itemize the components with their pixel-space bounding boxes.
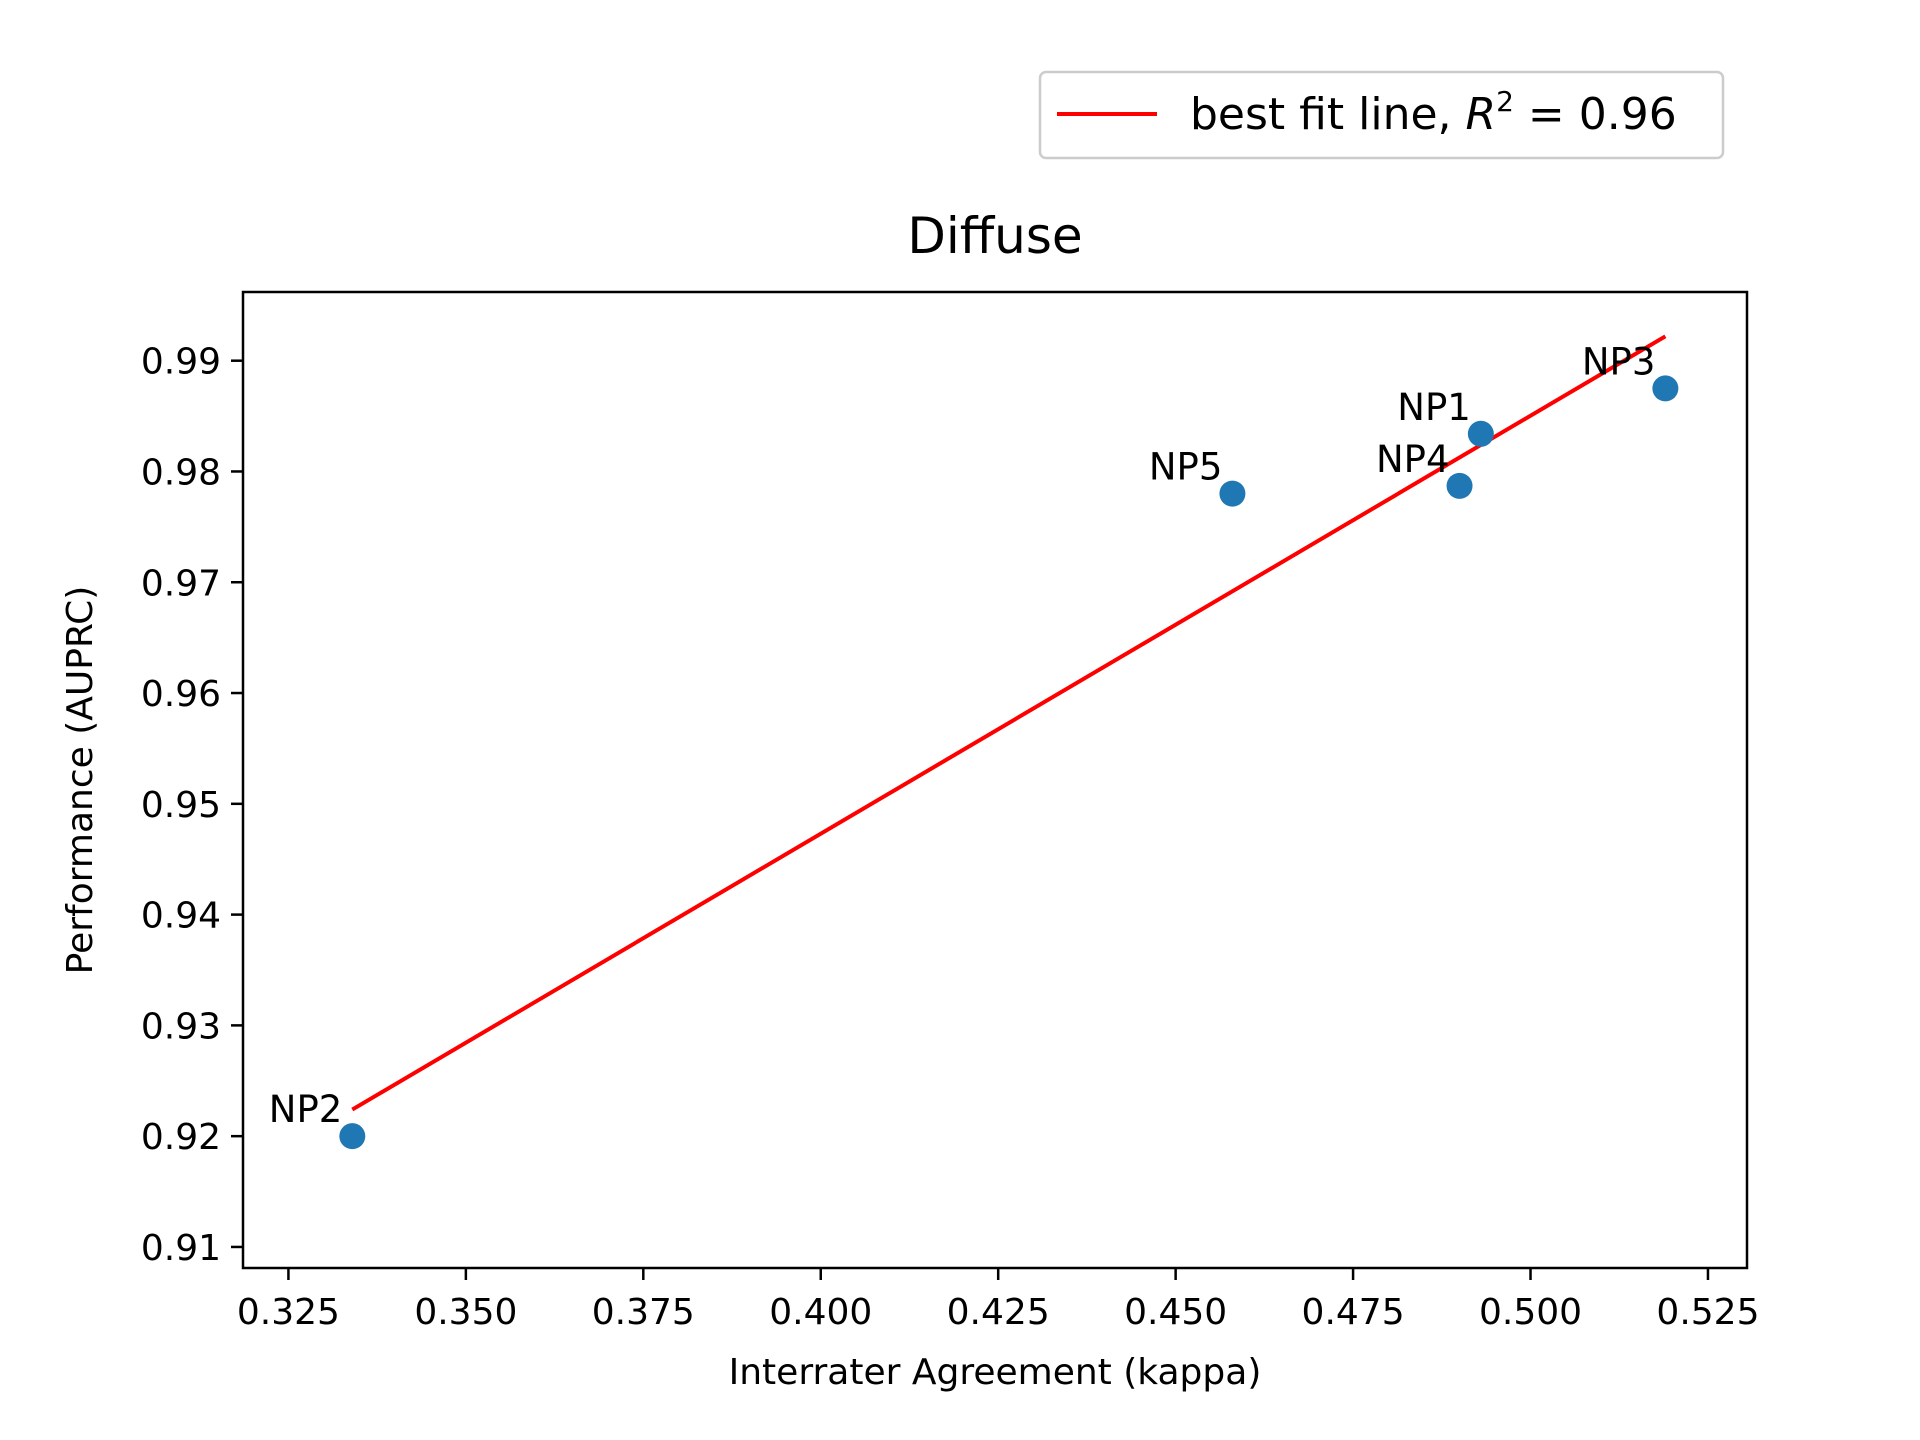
data-point-np1 bbox=[1467, 420, 1494, 447]
fit-line-layer bbox=[351, 334, 1667, 1112]
y-tick-label: 0.93 bbox=[141, 1006, 221, 1047]
y-tick-label: 0.98 bbox=[141, 452, 221, 493]
points-layer bbox=[339, 375, 1679, 1150]
point-label-np4: NP4 bbox=[1376, 438, 1450, 481]
x-tick-label: 0.425 bbox=[947, 1292, 1050, 1333]
legend-box bbox=[1038, 70, 1725, 160]
y-tick-label: 0.96 bbox=[141, 674, 221, 715]
data-point-np5 bbox=[1219, 480, 1246, 507]
x-tick-label: 0.525 bbox=[1656, 1292, 1759, 1333]
chart-title: Diffuse bbox=[907, 207, 1082, 265]
legend-entry-fit-line: best fit line, R2 = 0.96 bbox=[1190, 85, 1677, 140]
x-tick-label: 0.375 bbox=[592, 1292, 695, 1333]
point-label-np5: NP5 bbox=[1149, 446, 1223, 489]
point-label-np2: NP2 bbox=[269, 1088, 343, 1131]
data-point-np4 bbox=[1446, 472, 1473, 499]
y-tick-label: 0.91 bbox=[141, 1228, 221, 1269]
y-tick-label: 0.95 bbox=[141, 785, 221, 826]
point-label-np1: NP1 bbox=[1397, 386, 1471, 429]
x-tick-label: 0.350 bbox=[414, 1292, 517, 1333]
x-tick-label: 0.325 bbox=[237, 1292, 340, 1333]
y-tick-label: 0.97 bbox=[141, 563, 221, 604]
y-axis: 0.91 0.92 0.93 0.94 0.95 0.96 0.97 0.98 0.99 bbox=[141, 342, 243, 1269]
point-label-np3: NP3 bbox=[1582, 340, 1656, 383]
data-point-np2 bbox=[339, 1123, 366, 1150]
data-point-np3 bbox=[1652, 375, 1679, 402]
legend: best fit line, R2 = 0.96 bbox=[1038, 70, 1725, 160]
x-tick-label: 0.450 bbox=[1124, 1292, 1227, 1333]
point-labels-layer: NP1 NP2 NP3 NP4 NP5 bbox=[269, 340, 1656, 1131]
x-tick-label: 0.500 bbox=[1479, 1292, 1582, 1333]
x-tick-label: 0.475 bbox=[1302, 1292, 1405, 1333]
y-axis-label: Performance (AUPRC) bbox=[60, 586, 101, 975]
y-tick-label: 0.92 bbox=[141, 1117, 221, 1158]
plot-area bbox=[241, 290, 1749, 1270]
x-tick-label: 0.400 bbox=[769, 1292, 872, 1333]
x-axis-label: Interrater Agreement (kappa) bbox=[729, 1352, 1262, 1393]
x-axis: 0.325 0.350 0.375 0.400 0.425 0.450 0.475 0.500… bbox=[237, 1268, 1759, 1333]
y-tick-label: 0.99 bbox=[141, 342, 221, 383]
y-tick-label: 0.94 bbox=[141, 896, 221, 937]
best-fit-line bbox=[351, 334, 1667, 1112]
